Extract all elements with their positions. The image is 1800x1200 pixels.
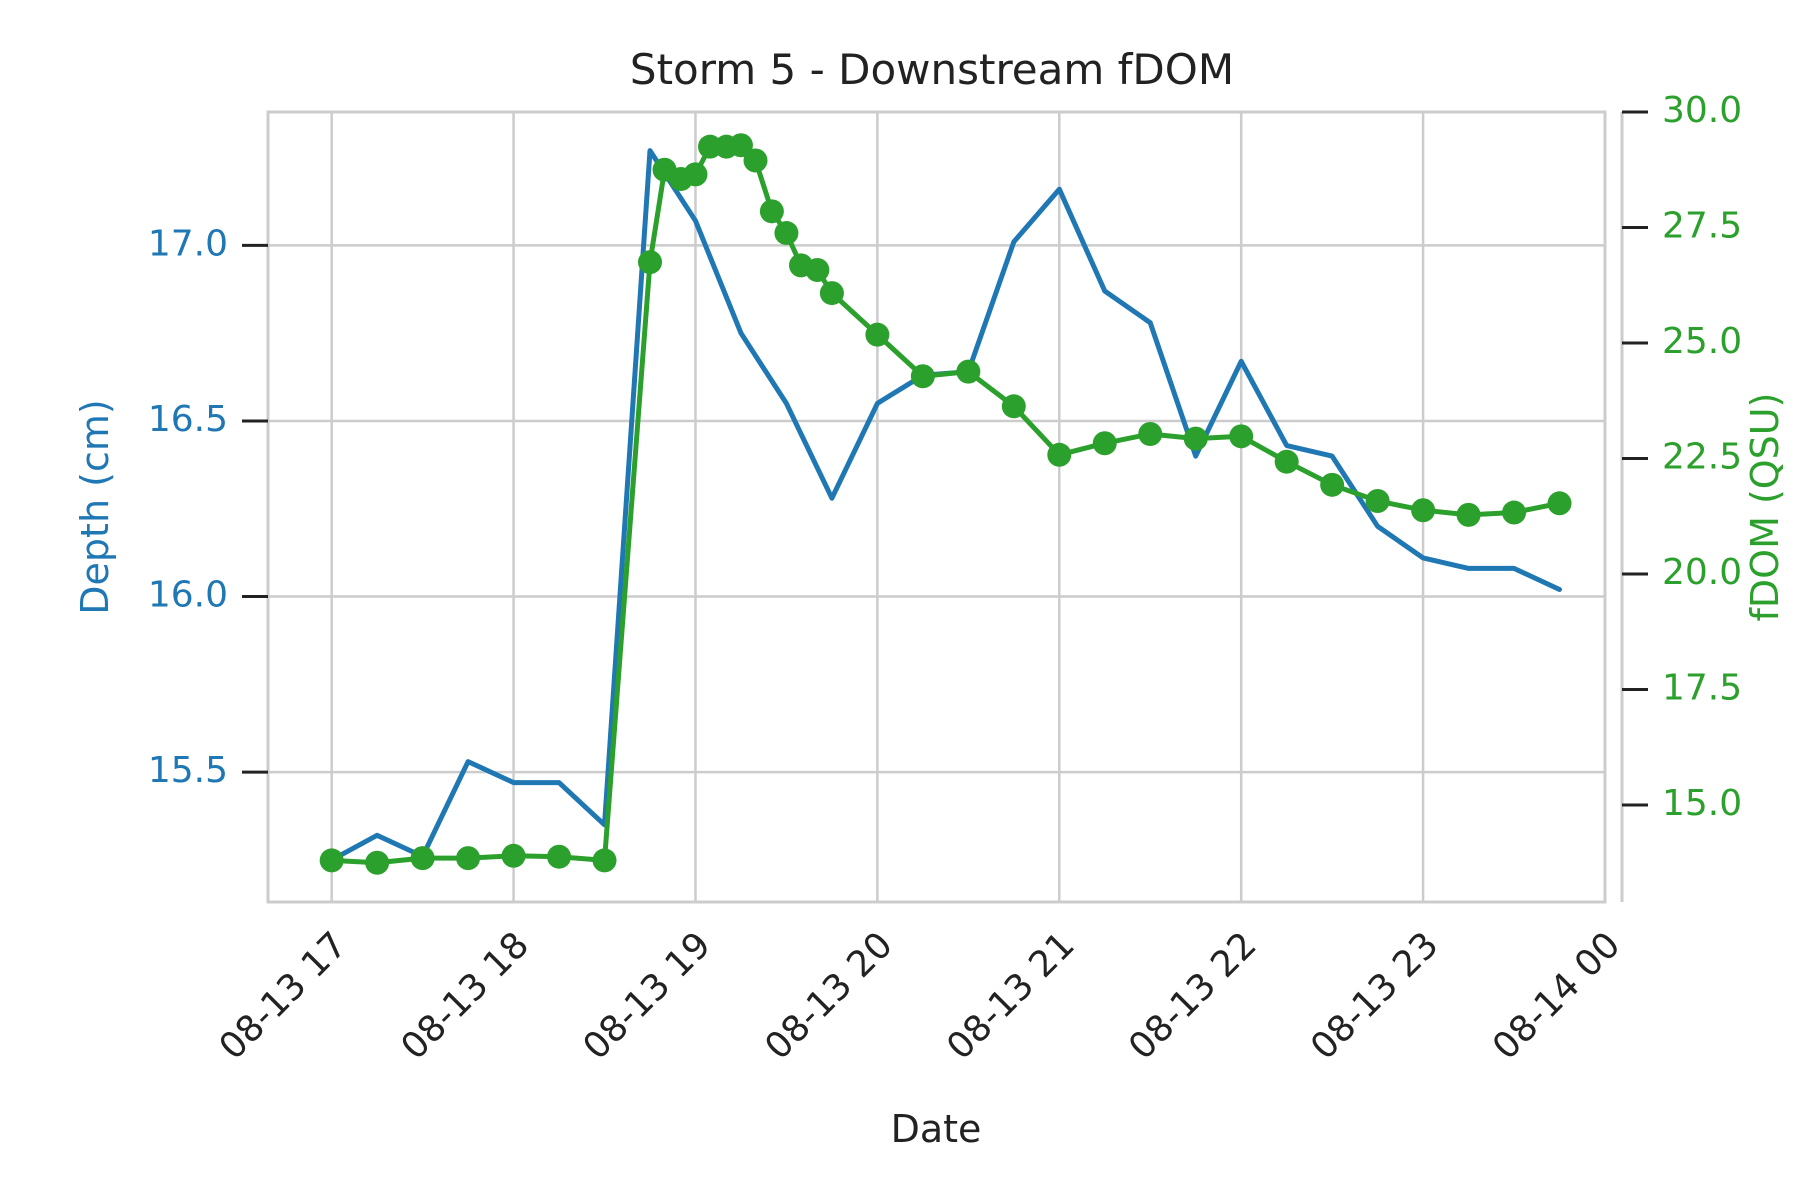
fdom-point <box>1320 472 1345 497</box>
fdom-point <box>759 199 784 224</box>
fdom-point <box>865 322 890 347</box>
fdom-point <box>1411 498 1436 523</box>
fdom-point <box>774 221 799 246</box>
fdom-point <box>956 359 981 384</box>
grid <box>268 112 1607 902</box>
x-tick-label: 08-13 20 <box>757 924 900 1067</box>
fdom-point <box>592 848 617 873</box>
fdom-point <box>1092 431 1117 456</box>
left-tick-label: 17.0 <box>148 223 228 264</box>
right-y-axis-label: fDOM (QSU) <box>1743 393 1787 622</box>
fdom-point <box>819 281 844 306</box>
fdom-point <box>319 848 344 873</box>
left-tick-label: 16.0 <box>148 575 228 616</box>
x-axis-label: Date <box>891 1107 982 1151</box>
x-tick-label: 08-13 17 <box>212 924 355 1067</box>
left-y-axis-label: Depth (cm) <box>73 399 117 614</box>
right-tick-label: 22.5 <box>1662 436 1742 477</box>
right-tick-label: 17.5 <box>1662 667 1742 708</box>
fdom-point <box>1502 500 1527 525</box>
plot-frame <box>266 110 1607 904</box>
fdom-point <box>1274 449 1299 474</box>
fdom-point <box>1456 502 1481 527</box>
fdom-point <box>547 844 572 869</box>
x-tick-label: 08-13 21 <box>939 924 1082 1067</box>
fdom-point <box>410 846 435 871</box>
fdom-point <box>638 250 662 275</box>
fdom-point <box>683 162 708 187</box>
left-tick-label: 16.5 <box>148 399 228 440</box>
fdom-point <box>1547 491 1572 516</box>
fdom-point <box>743 148 768 173</box>
fdom-point <box>1365 488 1390 513</box>
right-tick-label: 27.5 <box>1662 205 1742 246</box>
fdom-point <box>456 846 481 871</box>
fdom-point <box>805 258 830 282</box>
fdom-point <box>1138 422 1163 447</box>
fdom-point <box>1183 426 1208 451</box>
right-y-axis: 15.0 17.5 20.0 22.5 25.0 27.5 30.0 <box>1620 90 1742 902</box>
right-tick-label: 30.0 <box>1662 90 1742 131</box>
x-tick-label: 08-14 00 <box>1485 924 1628 1067</box>
x-tick-label: 08-13 19 <box>575 924 718 1067</box>
fdom-point <box>365 850 390 875</box>
fdom-point <box>1047 442 1072 467</box>
fdom-point <box>1001 394 1026 419</box>
left-tick-label: 15.5 <box>148 750 228 791</box>
right-tick-label: 15.0 <box>1662 783 1742 824</box>
x-tick-label: 08-13 22 <box>1121 924 1264 1067</box>
series-layer <box>319 133 1572 875</box>
chart-title: Storm 5 - Downstream fDOM <box>630 45 1234 94</box>
x-tick-label: 08-13 23 <box>1303 924 1446 1067</box>
fdom-point <box>910 364 935 389</box>
x-tick-label: 08-13 18 <box>394 924 537 1067</box>
right-tick-label: 25.0 <box>1662 321 1742 362</box>
fdom-point <box>1229 424 1254 449</box>
right-tick-label: 20.0 <box>1662 552 1742 593</box>
fdom-point <box>728 133 753 158</box>
plot-area <box>266 110 1607 904</box>
left-y-axis: 15.5 16.0 16.5 17.0 <box>148 223 268 791</box>
fdom-point <box>501 843 526 868</box>
x-axis: 08-13 17 08-13 18 08-13 19 08-13 20 08-13 21… <box>212 924 1629 1067</box>
